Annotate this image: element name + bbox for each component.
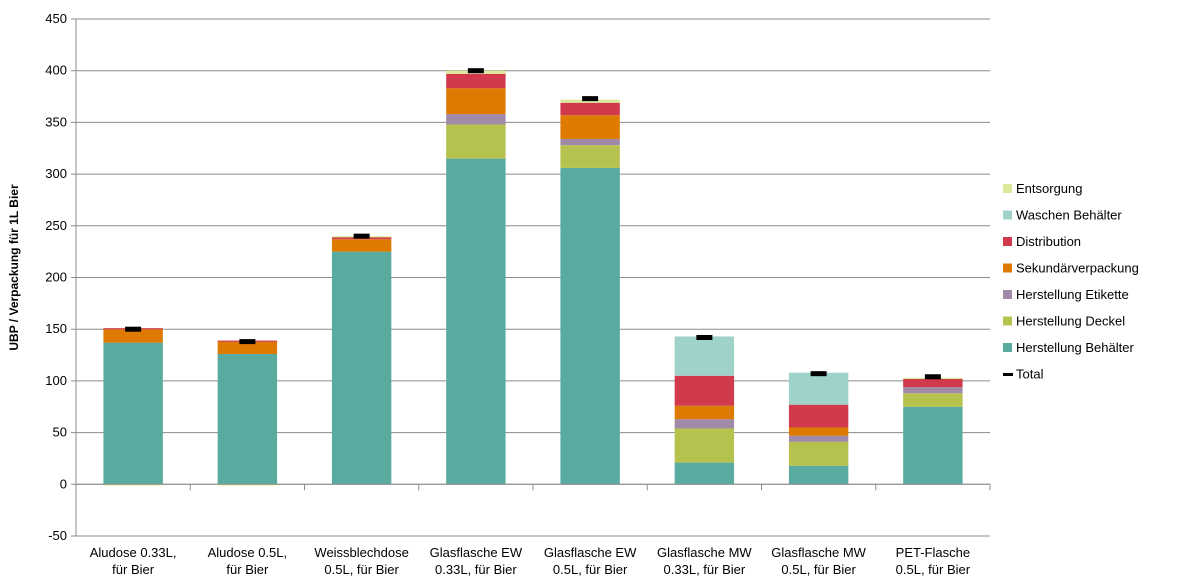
bar-segment [674, 405, 735, 420]
legend-label-total: Total [1016, 367, 1044, 382]
bar-segment [674, 419, 735, 429]
bar-segment [217, 354, 278, 485]
total-marker [696, 334, 713, 340]
bar-segment [560, 102, 620, 116]
y-tick-label: 250 [45, 218, 67, 233]
bar-segment [446, 88, 506, 115]
bar-segment [103, 484, 163, 486]
legend-label: Herstellung Behälter [1016, 340, 1134, 355]
x-tick-label: PET-Flasche [896, 545, 970, 560]
bar-segment [446, 73, 506, 89]
y-tick-label: 150 [45, 321, 67, 336]
legend-label: Herstellung Etikette [1016, 287, 1129, 302]
total-marker [467, 68, 484, 74]
bar-segment [788, 372, 849, 405]
bar-segment [903, 387, 963, 394]
legend-swatch [1003, 184, 1012, 193]
x-tick-label: für Bier [112, 562, 155, 577]
bar-segment [903, 406, 963, 485]
legend-label: Waschen Behälter [1016, 208, 1122, 223]
y-tick-label: 100 [45, 373, 67, 388]
y-tick-label: 400 [45, 63, 67, 78]
y-tick-label: 50 [53, 425, 67, 440]
bar-segment [788, 441, 849, 466]
y-axis-title: UBP / Verpackung für 1L Bier [7, 184, 21, 351]
bar-segment [560, 145, 620, 168]
bar-segment [446, 158, 506, 485]
legend-label: Herstellung Deckel [1016, 314, 1125, 329]
bar-segment [331, 239, 392, 252]
x-tick-label: Weissblechdose [314, 545, 408, 560]
total-marker [353, 233, 370, 239]
bar-segment [903, 378, 963, 388]
bar-segment [217, 484, 278, 486]
x-tick-label: Glasflasche MW [771, 545, 866, 560]
bar-segment [103, 329, 163, 343]
bar-segment [788, 427, 849, 436]
y-tick-label: 0 [60, 476, 67, 491]
x-tick-label: 0.5L, für Bier [896, 562, 971, 577]
bar-segment [674, 336, 735, 376]
bar-segment [560, 115, 620, 139]
axes: -50 0 50 100 150 200 250 300 350 400 450 Aludose 0.… [7, 11, 991, 577]
legend-label: Entsorgung [1016, 181, 1083, 196]
bar-segment [788, 465, 849, 485]
bar-segment [674, 428, 735, 463]
legend-swatch [1003, 316, 1012, 326]
y-tick-label: 450 [45, 11, 67, 26]
bar-segment [217, 341, 278, 355]
y-tick-label: -50 [48, 528, 67, 543]
bar-segment [788, 404, 849, 428]
total-marker [582, 96, 599, 102]
x-tick-label: Glasflasche EW [430, 545, 523, 560]
x-tick-label: Glasflasche MW [657, 545, 752, 560]
bar-segment [903, 393, 963, 407]
total-marker [125, 326, 142, 332]
legend: Entsorgung Waschen Behälter Distribution Se… [1003, 181, 1139, 382]
bar-segment [103, 342, 163, 485]
bar-segment [446, 114, 506, 125]
x-tick-label: 0.5L, für Bier [324, 562, 399, 577]
x-tick-label: Glasflasche EW [544, 545, 637, 560]
legend-swatch [1003, 237, 1012, 246]
legend-swatch [1003, 343, 1012, 352]
x-tick-label: 0.33L, für Bier [435, 562, 517, 577]
bar-segment [674, 462, 735, 485]
x-tick-label: Aludose 0.33L, [90, 545, 177, 560]
gridlines [76, 18, 990, 537]
y-tick-label: 300 [45, 166, 67, 181]
legend-total-marker [1003, 373, 1013, 376]
x-tick-label: 0.33L, für Bier [664, 562, 746, 577]
y-tick-label: 350 [45, 114, 67, 129]
bars [103, 68, 963, 486]
bar-segment [331, 251, 392, 485]
total-marker [924, 374, 941, 380]
x-tick-label: 0.5L, für Bier [553, 562, 628, 577]
total-marker [810, 371, 827, 377]
x-tick-label: 0.5L, für Bier [781, 562, 856, 577]
bar-segment [446, 124, 506, 159]
bar-segment [560, 138, 620, 146]
legend-swatch [1003, 263, 1012, 273]
bar-segment [788, 435, 849, 442]
bar-segment [560, 167, 620, 485]
total-marker [239, 339, 256, 345]
bar-segment [560, 99, 620, 103]
legend-swatch [1003, 210, 1012, 220]
bar-segment [674, 375, 735, 406]
x-tick-label: für Bier [226, 562, 269, 577]
legend-swatch [1003, 290, 1012, 299]
legend-label: Distribution [1016, 234, 1081, 249]
x-tick-label: Aludose 0.5L, [208, 545, 288, 560]
y-tick-label: 200 [45, 270, 67, 285]
legend-label: Sekundärverpackung [1016, 261, 1139, 276]
